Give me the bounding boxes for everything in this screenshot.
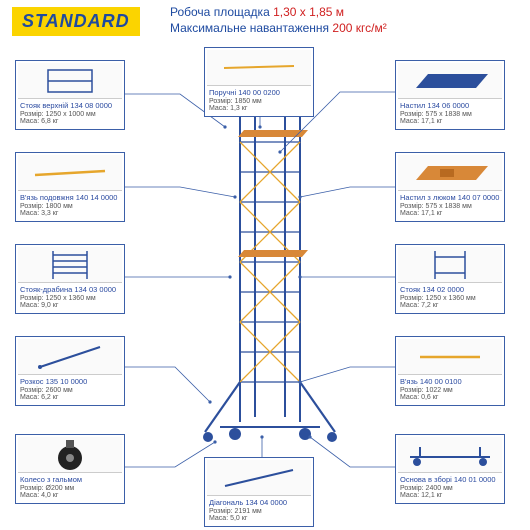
part-card-c2: Поручні 140 00 0200 Розмір: 1850 мм Маса… — [204, 47, 314, 117]
part-thumb — [398, 437, 502, 473]
part-info: Розмір: 2600 мм Маса: 6,2 кг — [18, 386, 122, 403]
part-thumb — [18, 339, 122, 375]
part-info: Розмір: 1850 мм Маса: 1,3 кг — [207, 97, 311, 114]
part-title: Стояк-драбина 134 03 0000 — [18, 283, 122, 294]
part-card-c12: Основа в зборі 140 01 0000 Розмір: 2400 … — [395, 434, 505, 504]
header-specs: Робоча площадка 1,30 х 1,85 м Максимальн… — [170, 5, 387, 36]
part-card-c8: Розкос 135 10 0000 Розмір: 2600 мм Маса:… — [15, 336, 125, 406]
spec1-value: 1,30 х 1,85 м — [273, 5, 344, 19]
part-info: Розмір: 2400 мм Маса: 12,1 кг — [398, 484, 502, 501]
part-thumb — [18, 437, 122, 473]
part-title: В'язь 140 00 0100 — [398, 375, 502, 386]
part-info: Розмір: 1250 х 1360 мм Маса: 9,0 кг — [18, 294, 122, 311]
part-info: Розмір: 575 х 1838 мм Маса: 17,1 кг — [398, 110, 502, 127]
spec2-value: 200 кгс/м² — [332, 21, 386, 35]
part-title: Розкос 135 10 0000 — [18, 375, 122, 386]
part-card-c5: Настил з люком 140 07 0000 Розмір: 575 х… — [395, 152, 505, 222]
part-thumb — [18, 63, 122, 99]
part-title: Настил з люком 140 07 0000 — [398, 191, 502, 202]
part-thumb — [18, 155, 122, 191]
part-info: Розмір: 1800 мм Маса: 3,3 кг — [18, 202, 122, 219]
part-thumb — [398, 247, 502, 283]
part-card-c9: В'язь 140 00 0100 Розмір: 1022 мм Маса: … — [395, 336, 505, 406]
part-title: Стояк верхній 134 08 0000 — [18, 99, 122, 110]
part-card-c6: Стояк-драбина 134 03 0000 Розмір: 1250 х… — [15, 244, 125, 314]
part-card-c10: Колесо з гальмом Розмір: Ø200 мм Маса: 4… — [15, 434, 125, 504]
part-card-c7: Стояк 134 02 0000 Розмір: 1250 х 1360 мм… — [395, 244, 505, 314]
spec1-label: Робоча площадка — [170, 5, 270, 19]
part-info: Розмір: 1250 х 1360 мм Маса: 7,2 кг — [398, 294, 502, 311]
part-title: Настил 134 06 0000 — [398, 99, 502, 110]
part-info: Розмір: 1250 х 1000 мм Маса: 6,8 кг — [18, 110, 122, 127]
part-thumb — [207, 50, 311, 86]
part-title: Колесо з гальмом — [18, 473, 122, 484]
part-title: Стояк 134 02 0000 — [398, 283, 502, 294]
part-title: Діагональ 134 04 0000 — [207, 496, 311, 507]
part-title: Основа в зборі 140 01 0000 — [398, 473, 502, 484]
part-thumb — [207, 460, 311, 496]
part-info: Розмір: 2191 мм Маса: 5,0 кг — [207, 507, 311, 524]
part-title: В'язь подовжня 140 14 0000 — [18, 191, 122, 202]
part-thumb — [398, 155, 502, 191]
part-info: Розмір: 1022 мм Маса: 0,6 кг — [398, 386, 502, 403]
diagram-canvas: Стояк верхній 134 08 0000 Розмір: 1250 х… — [0, 42, 530, 530]
header: STANDARD Робоча площадка 1,30 х 1,85 м М… — [0, 0, 530, 42]
part-title: Поручні 140 00 0200 — [207, 86, 311, 97]
brand-badge: STANDARD — [12, 7, 140, 36]
part-card-c11: Діагональ 134 04 0000 Розмір: 2191 мм Ма… — [204, 457, 314, 527]
part-thumb — [398, 339, 502, 375]
part-card-c4: В'язь подовжня 140 14 0000 Розмір: 1800 … — [15, 152, 125, 222]
scaffold-tower-illustration — [200, 82, 340, 452]
part-card-c1: Стояк верхній 134 08 0000 Розмір: 1250 х… — [15, 60, 125, 130]
part-info: Розмір: 575 х 1838 мм Маса: 17,1 кг — [398, 202, 502, 219]
spec2-label: Максимальне навантаження — [170, 21, 329, 35]
part-info: Розмір: Ø200 мм Маса: 4,0 кг — [18, 484, 122, 501]
part-card-c3: Настил 134 06 0000 Розмір: 575 х 1838 мм… — [395, 60, 505, 130]
part-thumb — [398, 63, 502, 99]
part-thumb — [18, 247, 122, 283]
